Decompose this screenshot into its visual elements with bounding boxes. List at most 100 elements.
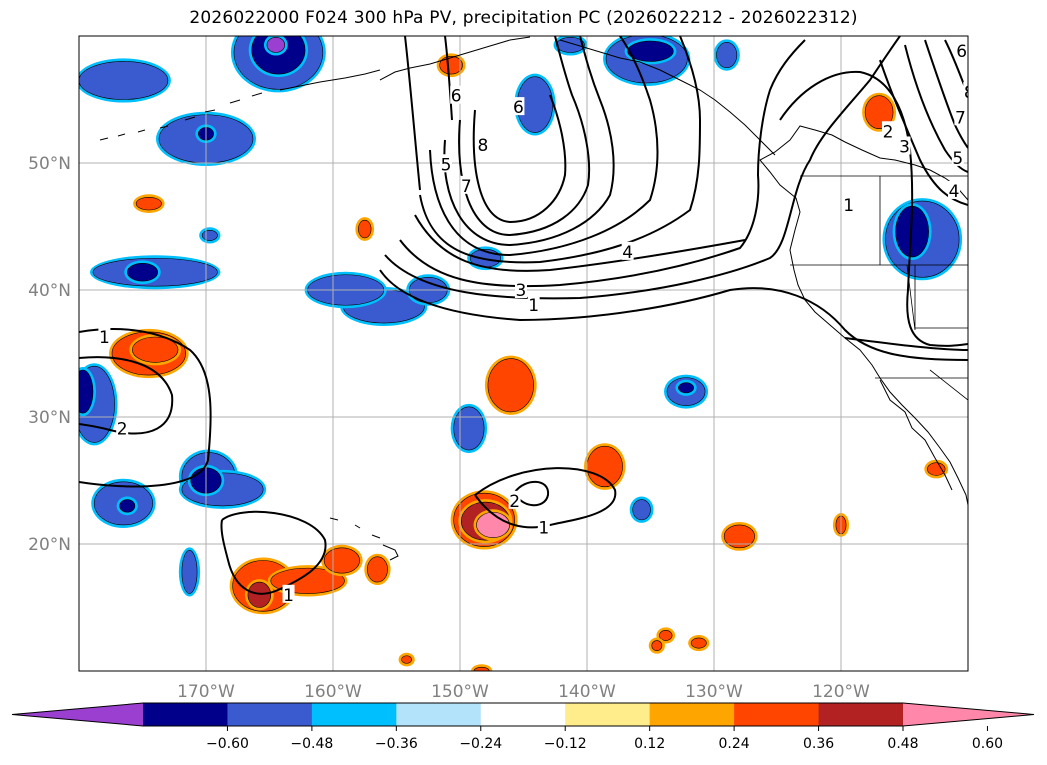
pv-contour-east-2: [779, 70, 968, 347]
colorbar-segment: [565, 703, 651, 726]
axis-tick-labels: 170°W 160°W 150°W 140°W 130°W 120°W 50°N 40°N 30…: [28, 154, 870, 702]
lon-tick-label: 140°W: [558, 682, 616, 702]
border-lines: [790, 175, 968, 401]
precip-blob: [247, 581, 272, 608]
pv-label-bg: [476, 135, 489, 154]
precipitation-layer: [79, 36, 963, 671]
coastline-alaska: [379, 36, 776, 156]
precip-blob: [476, 511, 510, 538]
colorbar-outline: [11, 702, 1035, 727]
chart-title: 2026022000 F024 300 hPa PV, precipitatio…: [189, 8, 858, 28]
colorbar-tick-label: −0.36: [375, 736, 418, 752]
pv-label-bg: [508, 490, 521, 509]
colorbar-tick-label: 0.12: [634, 736, 665, 752]
coastline-alaska-peninsula: [279, 69, 381, 91]
precip-blob: [132, 336, 179, 363]
precip-blob: [723, 524, 755, 549]
colorbar-tick-label: −0.60: [206, 736, 249, 752]
pv-contour-9: [472, 94, 567, 224]
pv-contour-label: 1: [843, 196, 854, 216]
colorbar-segment: [227, 703, 313, 726]
precip-blob: [864, 95, 894, 130]
precip-blob: [586, 445, 623, 488]
pv-label-bg: [450, 85, 463, 104]
pv-contour-central-2: [514, 480, 550, 507]
pv-contour-label: 4: [622, 243, 633, 263]
lat-tick-label: 20°N: [28, 535, 71, 555]
pv-contour-label: 3: [516, 281, 527, 301]
pv-label-bg: [512, 97, 525, 116]
precip-blob: [632, 499, 651, 521]
precip-blob: [358, 219, 372, 239]
aleutian-islands: [99, 92, 263, 141]
lon-tick-label: 130°W: [685, 682, 743, 702]
pv-contour-label: 8: [964, 83, 975, 103]
lat-tick-label: 50°N: [28, 154, 71, 174]
precip-blob: [401, 655, 413, 664]
colorbar-segment: [480, 703, 566, 726]
lat-tick-label: 30°N: [28, 408, 71, 428]
colorbar: −0.60 −0.48 −0.36 −0.24 −0.12 0.12 0.24 0.36 0.4…: [11, 702, 1035, 752]
colorbar-extend-max: [903, 703, 1034, 726]
precip-blob: [690, 637, 707, 649]
colorbar-segment: [818, 703, 904, 726]
pv-label-bg: [527, 295, 540, 314]
colorbar-tick-label: 0.36: [803, 736, 834, 752]
precip-blob: [487, 358, 534, 413]
colorbar-tick-label: 0.60: [972, 736, 1003, 752]
colorbar-segment: [649, 703, 735, 726]
hawaiian-islands: [329, 517, 399, 561]
pv-contour-4: [414, 214, 746, 272]
colorbar-segment: [311, 703, 397, 726]
coastline-west-coast: [759, 125, 968, 506]
pv-contour-5: [419, 36, 702, 264]
pv-contour-6: [429, 36, 659, 257]
pv-contour-label: 8: [477, 136, 488, 156]
lon-tick-label: 120°W: [812, 682, 870, 702]
pv-contour-8: [458, 36, 591, 237]
precip-blob: [627, 40, 674, 62]
precip-blob: [716, 42, 738, 69]
colorbar-segment: [734, 703, 820, 726]
pv-contour-7: [443, 36, 615, 247]
pv-contour-label: 2: [117, 419, 128, 439]
pv-label-bg: [514, 280, 527, 298]
pv-label-bg: [460, 175, 473, 194]
pv-label-bg: [537, 517, 550, 536]
pv-contour-label: 6: [956, 42, 967, 62]
pv-contour-2: [384, 36, 901, 300]
pv-contour-label: 6: [513, 98, 524, 118]
pv-contour-10: [404, 36, 453, 191]
pv-label-bg: [621, 241, 634, 260]
pv-label-bg: [282, 584, 295, 603]
pv-contour-label: 7: [461, 177, 472, 197]
pv-contour-west-1: [79, 328, 212, 488]
colorbar-tick-label: 0.48: [887, 736, 918, 752]
pv-label-bg: [898, 136, 911, 155]
colorbar-segment: [396, 703, 482, 726]
pv-contour-label: 6: [451, 87, 462, 107]
pv-contour-label: 1: [538, 518, 549, 538]
precip-blob: [135, 196, 162, 211]
map-frame: [78, 35, 969, 672]
precip-blob: [366, 556, 388, 583]
precip-blob: [119, 499, 136, 513]
pv-contour-east-1: [844, 337, 968, 351]
precip-blob: [678, 382, 694, 394]
pv-contour-label: 4: [949, 182, 960, 202]
precip-blob: [473, 666, 490, 671]
precip-blob: [79, 61, 169, 100]
pv-label-bg: [955, 41, 968, 60]
precip-blob: [201, 230, 218, 241]
precip-blob: [266, 36, 286, 53]
pv-contour-label: 1: [283, 586, 294, 606]
pv-contour-label: 1: [99, 328, 110, 348]
lon-tick-label: 160°W: [304, 682, 362, 702]
pv-contour-label: 5: [952, 149, 963, 169]
pv-label-bg: [951, 147, 964, 166]
pv-contour-outer-1: [379, 269, 968, 361]
precip-blob: [439, 56, 463, 75]
pv-label-bg: [881, 121, 894, 140]
